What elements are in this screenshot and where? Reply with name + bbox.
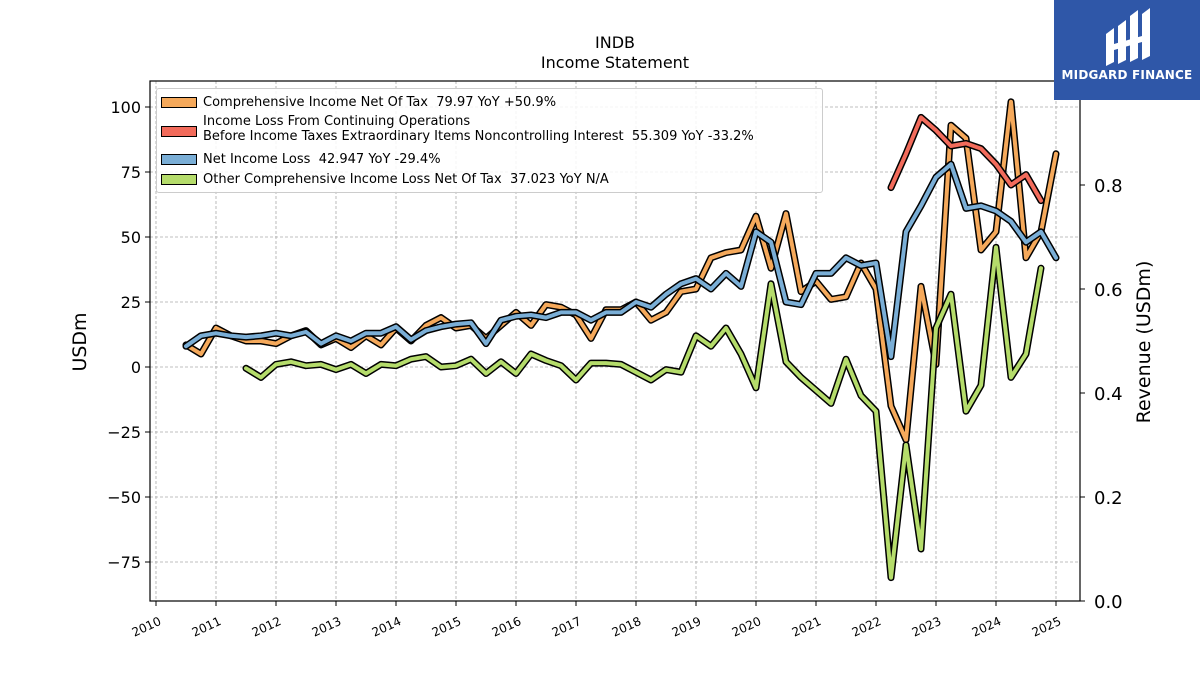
legend-label: Net Income Loss 42.947 YoY -29.4%: [203, 152, 441, 167]
y-tick-label: −75: [107, 553, 141, 572]
y-axis-label: USDm: [69, 312, 91, 372]
brand-name: MIDGARD FINANCE: [1061, 68, 1193, 82]
y2-axis-label: Revenue (USDm): [1133, 260, 1155, 424]
midgard-logo-icon: [1106, 8, 1150, 66]
plot-frame: [149, 80, 1081, 602]
x-tick-label: 2023: [910, 614, 944, 640]
x-tick-label: 2025: [1030, 614, 1064, 640]
x-tick-label: 2022: [850, 614, 884, 640]
legend-swatch: [161, 174, 197, 185]
legend-label-line2: Before Income Taxes Extraordinary Items …: [203, 129, 754, 144]
x-tick-label: 2013: [310, 614, 344, 640]
x-tick-label: 2021: [790, 614, 824, 640]
legend-swatch: [161, 154, 197, 165]
legend-swatch: [161, 97, 197, 108]
x-tick-label: 2018: [610, 614, 644, 640]
series-line-2: [184, 162, 1058, 359]
y2-tick-label: 0.0: [1094, 592, 1123, 613]
y-tick-label: 100: [110, 98, 141, 117]
x-tick-label: 2012: [250, 614, 284, 640]
y-tick-label: 50: [121, 228, 141, 247]
chart-title: INDB: [595, 33, 635, 52]
y-tick-label: −50: [107, 488, 141, 507]
legend-label: Comprehensive Income Net Of Tax 79.97 Yo…: [203, 95, 557, 110]
y-tick-label: 25: [121, 293, 141, 312]
y-tick-label: 0: [131, 358, 141, 377]
x-tick-label: 2014: [370, 614, 404, 640]
x-tick-label: 2016: [490, 614, 524, 640]
x-tick-label: 2017: [550, 614, 584, 640]
x-tick-label: 2011: [190, 614, 224, 640]
series-lines: [182, 98, 1060, 582]
brand-logo: MIDGARD FINANCE: [1054, 0, 1200, 100]
y2-tick-label: 0.4: [1094, 384, 1123, 405]
x-tick-label: 2010: [130, 614, 164, 640]
y-tick-label: 75: [121, 163, 141, 182]
series-line-3: [244, 245, 1043, 580]
x-tick-label: 2015: [430, 614, 464, 640]
legend-label-line1: Income Loss From Continuing Operations: [203, 114, 471, 129]
y2-tick-label: 0.6: [1094, 280, 1123, 301]
y2-tick-label: 0.2: [1094, 488, 1123, 509]
legend-swatch: [161, 126, 197, 137]
legend: Comprehensive Income Net Of Tax 79.97 Yo…: [156, 88, 823, 193]
series-line-1: [889, 115, 1043, 203]
x-tick-label: 2020: [730, 614, 764, 640]
legend-label: Other Comprehensive Income Loss Net Of T…: [203, 172, 609, 187]
chart-subtitle: Income Statement: [540, 53, 690, 72]
x-tick-label: 2019: [670, 614, 704, 640]
x-tick-label: 2024: [970, 614, 1004, 640]
y-tick-label: −25: [107, 423, 141, 442]
y2-tick-label: 0.8: [1094, 176, 1123, 197]
